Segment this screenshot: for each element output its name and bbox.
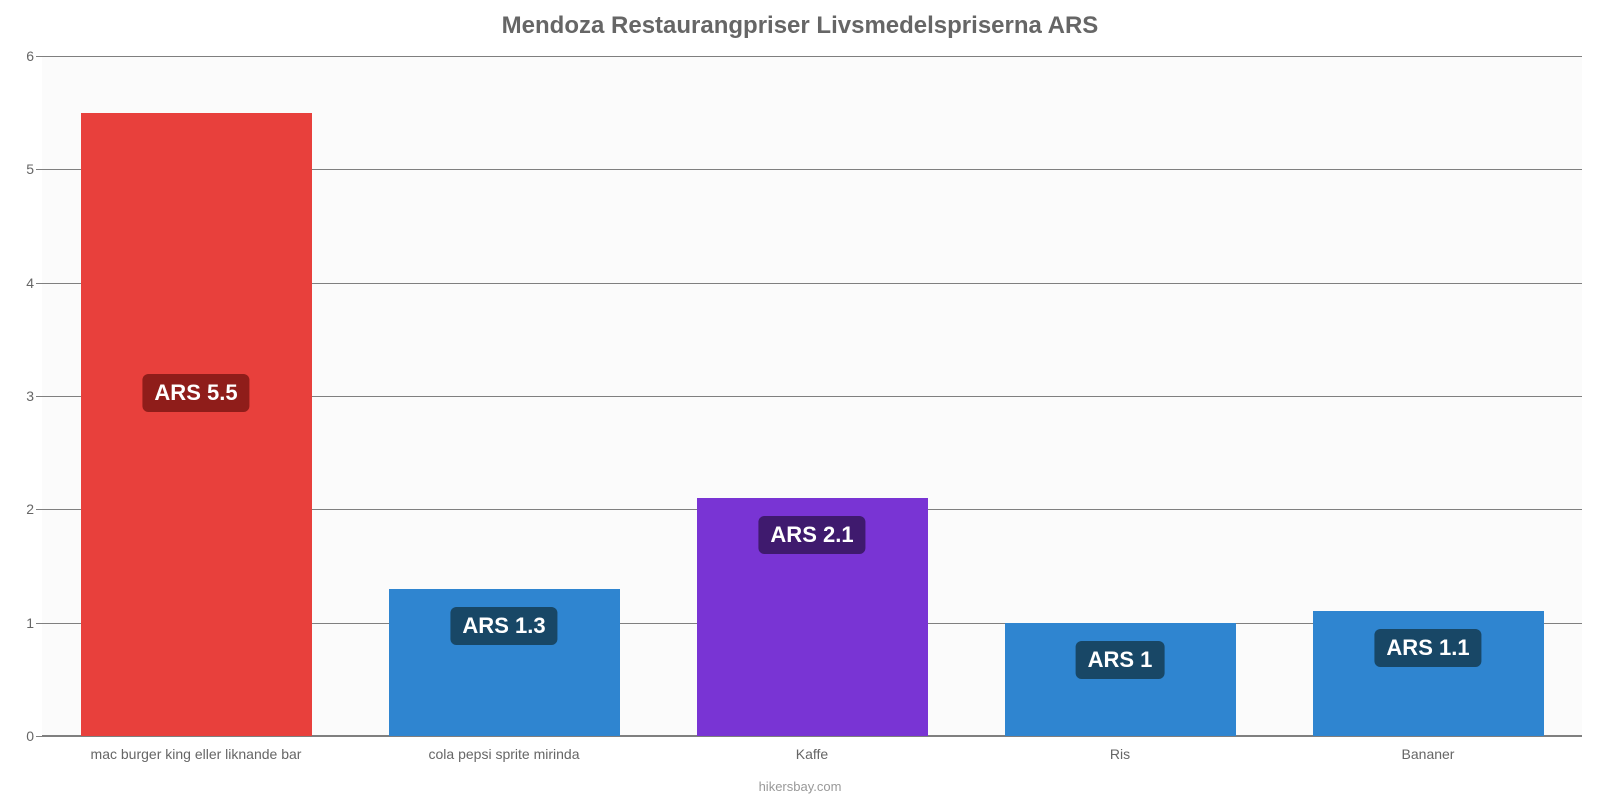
ytick-label: 3 xyxy=(26,388,42,404)
xtick-label: mac burger king eller liknande bar xyxy=(91,736,302,762)
xtick-label: Bananer xyxy=(1402,736,1455,762)
ytick-label: 1 xyxy=(26,615,42,631)
value-badge: ARS 2.1 xyxy=(758,516,865,554)
ytick-label: 5 xyxy=(26,161,42,177)
bar xyxy=(1005,623,1236,736)
ytick-label: 4 xyxy=(26,275,42,291)
attribution-text: hikersbay.com xyxy=(759,779,842,794)
gridline xyxy=(42,56,1582,57)
ytick-label: 0 xyxy=(26,728,42,744)
chart-container: Mendoza Restaurangpriser Livsmedelsprise… xyxy=(0,0,1600,800)
chart-title: Mendoza Restaurangpriser Livsmedelsprise… xyxy=(0,12,1600,40)
xtick-label: Kaffe xyxy=(796,736,828,762)
value-badge: ARS 5.5 xyxy=(142,374,249,412)
ytick-label: 2 xyxy=(26,501,42,517)
value-badge: ARS 1 xyxy=(1076,641,1165,679)
value-badge: ARS 1.3 xyxy=(450,607,557,645)
value-badge: ARS 1.1 xyxy=(1374,629,1481,667)
xtick-label: cola pepsi sprite mirinda xyxy=(429,736,580,762)
plot-area: 0123456mac burger king eller liknande ba… xyxy=(42,56,1582,736)
bar xyxy=(81,113,312,736)
xtick-label: Ris xyxy=(1110,736,1130,762)
ytick-label: 6 xyxy=(26,48,42,64)
